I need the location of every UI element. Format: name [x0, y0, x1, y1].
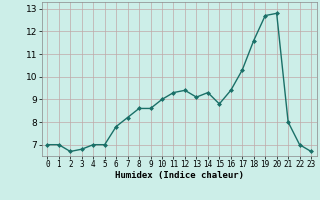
X-axis label: Humidex (Indice chaleur): Humidex (Indice chaleur): [115, 171, 244, 180]
